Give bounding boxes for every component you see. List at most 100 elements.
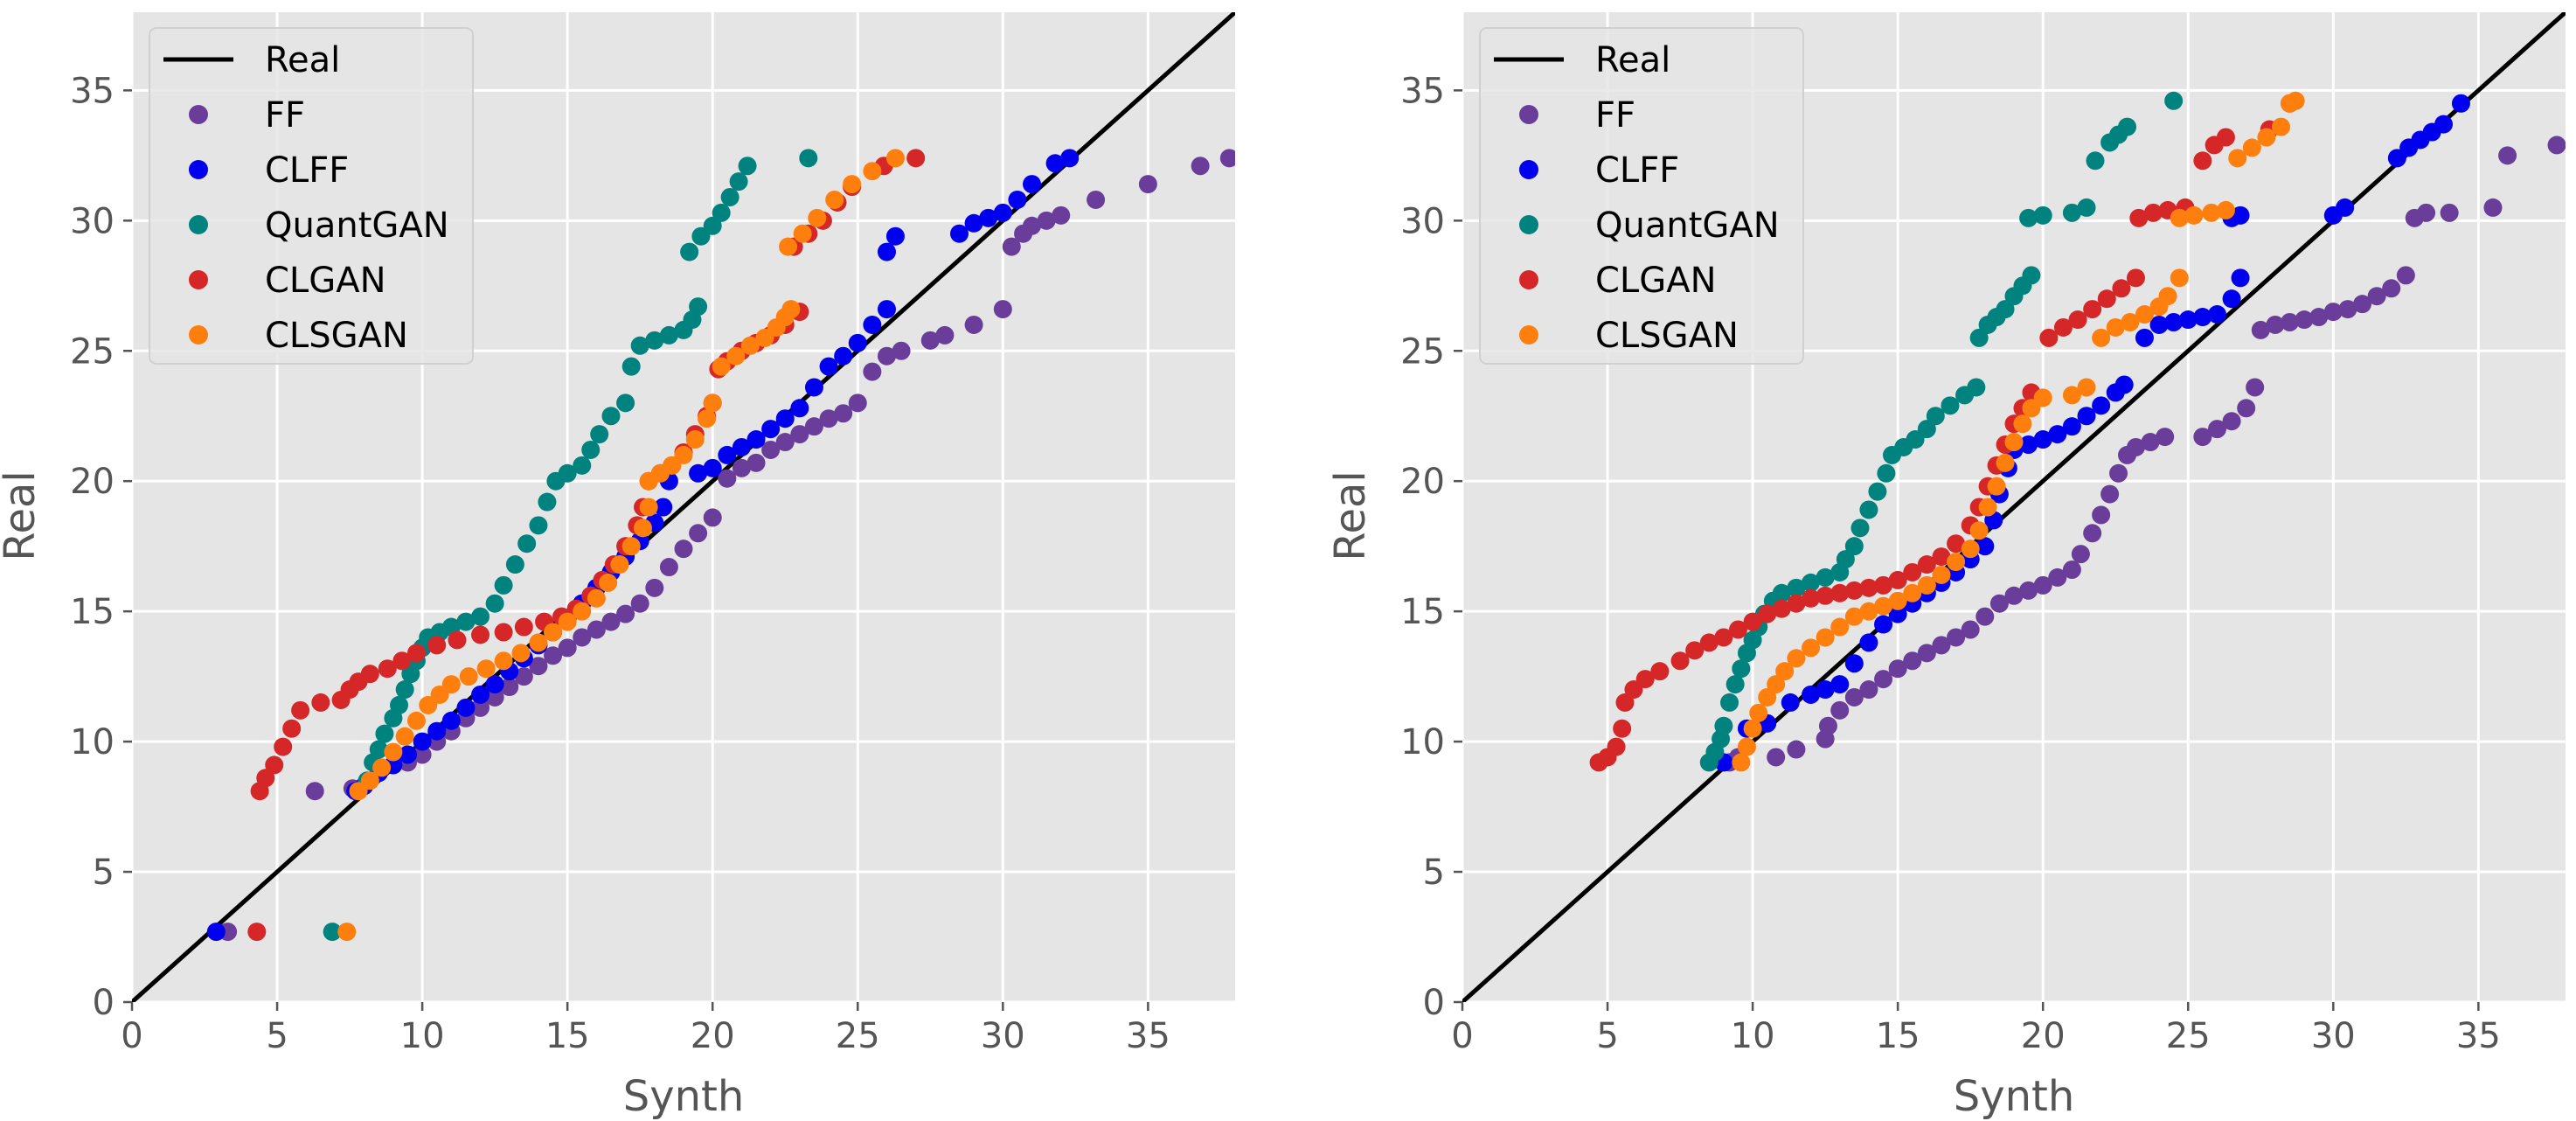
data-point <box>1045 154 1065 173</box>
data-point <box>843 175 862 194</box>
data-point <box>630 594 649 613</box>
data-point <box>1947 553 1966 572</box>
data-point <box>1772 599 1791 618</box>
data-point <box>427 636 447 655</box>
data-point <box>1874 615 1893 634</box>
data-point <box>2092 396 2111 415</box>
data-point <box>601 612 621 631</box>
data-point <box>726 346 746 366</box>
data-point <box>406 711 426 730</box>
data-point <box>1917 644 1936 663</box>
data-point <box>732 458 751 477</box>
x-tick-label: 10 <box>400 1016 445 1056</box>
data-point <box>1775 662 1795 681</box>
data-point <box>1844 654 1864 673</box>
data-point <box>877 242 896 261</box>
data-point <box>1917 575 1936 595</box>
data-point <box>2033 430 2052 449</box>
data-point <box>790 399 809 418</box>
data-point <box>793 224 812 243</box>
data-point <box>1932 636 1951 655</box>
data-point <box>2338 300 2357 319</box>
data-point <box>2257 128 2276 147</box>
data-point <box>2367 287 2386 306</box>
data-point <box>1947 628 1966 647</box>
x-tick-label: 5 <box>266 1016 288 1056</box>
data-point <box>1714 628 1733 647</box>
y-tick-label: 20 <box>70 462 115 502</box>
data-point <box>2092 328 2111 347</box>
data-point <box>544 646 563 665</box>
data-point <box>274 737 293 756</box>
data-point <box>659 558 678 577</box>
data-point <box>2019 581 2038 600</box>
series-ff <box>1720 136 2566 772</box>
data-point <box>712 203 731 222</box>
legend-entry-label: CLSGAN <box>265 316 408 356</box>
legend-dot-swatch <box>1519 270 1538 289</box>
plot-content <box>132 12 1235 1002</box>
data-point <box>1802 685 1821 704</box>
x-tick-label: 0 <box>121 1016 142 1056</box>
data-point <box>2062 560 2081 579</box>
data-point <box>291 700 310 720</box>
data-point <box>2231 268 2250 288</box>
data-point <box>1758 687 1777 707</box>
data-point <box>1926 407 1945 426</box>
y-tick-label: 15 <box>70 592 115 632</box>
data-point <box>964 315 983 334</box>
data-point <box>2033 575 2052 595</box>
data-point <box>2062 417 2081 436</box>
data-point <box>2184 205 2204 225</box>
series-ff <box>219 149 1235 942</box>
data-point <box>459 667 478 686</box>
y-tick-label: 25 <box>70 331 115 372</box>
data-point <box>1978 498 1997 517</box>
data-point <box>590 425 609 444</box>
data-point <box>1961 620 1980 639</box>
data-point <box>390 695 409 714</box>
data-point <box>1932 565 1951 584</box>
data-point <box>790 425 809 444</box>
legend-entry-label: CLGAN <box>1595 261 1717 301</box>
data-point <box>494 623 513 642</box>
data-point <box>2246 378 2265 397</box>
data-point <box>1917 420 1936 439</box>
data-point <box>2086 151 2105 171</box>
data-point <box>775 433 795 452</box>
data-point <box>1729 620 1747 639</box>
data-point <box>863 162 882 181</box>
data-point <box>538 492 557 512</box>
data-point <box>1987 477 2006 496</box>
data-point <box>1781 693 1800 712</box>
x-axis-label: Synth <box>1954 1072 2075 1121</box>
data-point <box>2242 138 2261 157</box>
data-point <box>746 453 766 472</box>
data-point <box>2272 117 2291 136</box>
data-point <box>819 357 838 376</box>
x-tick-label: 15 <box>1876 1016 1920 1056</box>
data-point <box>1874 596 1893 616</box>
data-point <box>529 516 548 535</box>
data-point <box>2071 545 2090 564</box>
data-point <box>1787 649 1806 668</box>
data-point <box>1818 716 1837 735</box>
data-point <box>1888 659 1907 679</box>
data-point <box>689 297 708 317</box>
x-tick-label: 30 <box>981 1016 1025 1056</box>
data-point <box>1932 547 1951 567</box>
data-point <box>703 458 722 477</box>
data-point <box>1802 588 1821 608</box>
legend-entry-label: FF <box>265 95 305 136</box>
data-point <box>2178 310 2198 330</box>
data-point <box>282 719 302 738</box>
data-point <box>2004 433 2024 452</box>
data-point <box>1138 175 1157 194</box>
data-point <box>1767 675 1786 694</box>
data-point <box>718 469 737 488</box>
data-point <box>2222 289 2241 309</box>
data-point <box>500 678 519 697</box>
data-point <box>1947 534 1966 554</box>
data-point <box>834 404 853 423</box>
data-point <box>1816 586 1835 605</box>
